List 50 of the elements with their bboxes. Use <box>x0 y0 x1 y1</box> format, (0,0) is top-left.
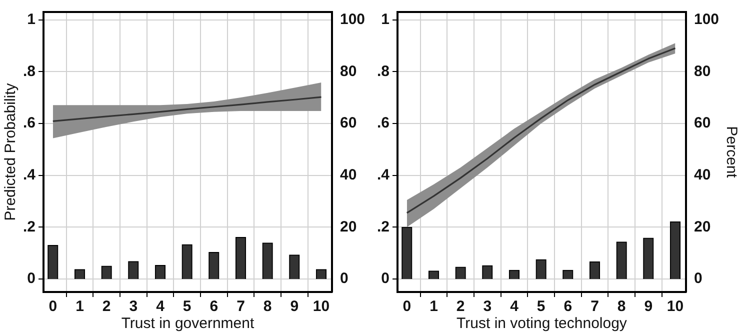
y-tick-label: 1 <box>381 10 390 28</box>
x-tick-label: 10 <box>312 298 330 316</box>
y-tick-label: 1 <box>27 10 36 28</box>
y-tick-label: .2 <box>376 218 390 236</box>
x-tick-label: 1 <box>430 298 438 316</box>
x-tick-label: 8 <box>617 298 626 316</box>
x-axis-title: Trust in government <box>121 315 255 332</box>
y2-tick-label: 20 <box>340 218 357 236</box>
x-tick-label: 6 <box>564 298 572 316</box>
y-tick-label: .8 <box>22 62 36 80</box>
x-tick-label: 3 <box>483 298 492 316</box>
y-tick-label: 0 <box>27 270 36 288</box>
x-tick-label: 0 <box>48 298 58 316</box>
y2-tick-label: 0 <box>340 270 348 288</box>
y-axis-title: Predicted Probability <box>2 82 20 221</box>
y2-tick-label: 100 <box>340 10 366 28</box>
x-tick-label: 4 <box>156 298 166 316</box>
y-tick-label: .4 <box>22 166 36 184</box>
x-tick-label: 9 <box>290 298 299 316</box>
x-tick-label: 5 <box>182 298 192 316</box>
x-tick-label: 7 <box>590 298 599 316</box>
y-tick-label: .2 <box>22 218 36 236</box>
x-tick-label: 8 <box>263 298 272 316</box>
y2-tick-label: 80 <box>694 62 711 80</box>
y-tick-label: 0 <box>381 270 390 288</box>
y-tick-label: .6 <box>22 114 36 132</box>
y2-tick-label: 40 <box>340 166 357 184</box>
x-tick-label: 4 <box>510 298 520 316</box>
x-tick-label: 7 <box>236 298 245 316</box>
x-axis-title: Trust in voting technology <box>456 315 628 332</box>
y-tick-label: .4 <box>376 166 390 184</box>
x-tick-label: 2 <box>456 298 465 316</box>
y2-axis-title: Percent <box>722 126 740 179</box>
x-tick-label: 2 <box>102 298 111 316</box>
y2-tick-label: 20 <box>694 218 711 236</box>
y2-tick-label: 60 <box>340 114 357 132</box>
x-tick-label: 3 <box>129 298 138 316</box>
x-tick-label: 6 <box>210 298 218 316</box>
x-tick-label: 10 <box>666 298 684 316</box>
y2-tick-label: 40 <box>694 166 711 184</box>
x-tick-label: 5 <box>536 298 546 316</box>
x-tick-label: 9 <box>644 298 653 316</box>
x-tick-label: 1 <box>76 298 84 316</box>
y2-tick-label: 80 <box>340 62 357 80</box>
y-tick-label: .6 <box>376 114 390 132</box>
y2-tick-label: 100 <box>694 10 720 28</box>
y2-tick-label: 0 <box>694 270 702 288</box>
y2-tick-label: 60 <box>694 114 711 132</box>
x-tick-label: 0 <box>402 298 412 316</box>
y-tick-label: .8 <box>376 62 390 80</box>
